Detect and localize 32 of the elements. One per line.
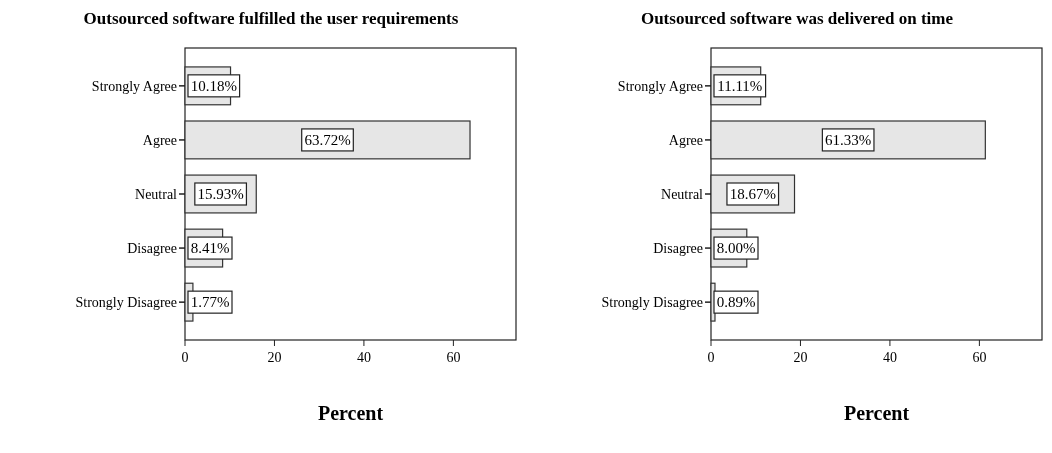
y-tick-label: Disagree — [127, 240, 177, 256]
x-tick-label: 20 — [267, 350, 282, 365]
x-tick-label: 0 — [181, 350, 189, 365]
y-tick-label: Neutral — [661, 186, 704, 202]
data-label: 18.67% — [729, 186, 776, 203]
y-tick-label: Strongly Disagree — [75, 295, 177, 311]
y-tick-label: Strongly Agree — [91, 78, 177, 94]
data-label: 0.89% — [716, 294, 756, 311]
data-label: 1.77% — [190, 294, 230, 311]
data-label: 8.00% — [716, 240, 756, 257]
x-axis-title: Percent — [843, 402, 910, 424]
y-tick-label: Agree — [142, 132, 177, 148]
data-label: 15.93% — [197, 186, 244, 203]
data-label: 10.18% — [190, 78, 237, 95]
x-tick-label: 20 — [793, 350, 808, 365]
x-tick-label: 0 — [707, 350, 715, 365]
chart-title: Outsourced software fulfilled the user requirements — [83, 9, 459, 28]
data-label: 11.11% — [717, 78, 763, 95]
x-tick-label: 60 — [972, 350, 987, 365]
y-tick-label: Strongly Disagree — [601, 295, 703, 311]
data-label: 61.33% — [825, 132, 872, 149]
y-tick-label: Disagree — [653, 240, 703, 256]
x-tick-label: 60 — [446, 350, 461, 365]
x-axis-title: Percent — [317, 402, 384, 424]
y-tick-label: Agree — [668, 132, 703, 148]
y-tick-label: Neutral — [135, 186, 178, 202]
chart-title: Outsourced software was delivered on time — [640, 9, 954, 28]
data-label: 63.72% — [304, 132, 351, 149]
x-tick-label: 40 — [882, 350, 897, 365]
y-tick-label: Strongly Agree — [617, 78, 703, 94]
data-label: 8.41% — [190, 240, 230, 257]
x-tick-label: 40 — [356, 350, 371, 365]
